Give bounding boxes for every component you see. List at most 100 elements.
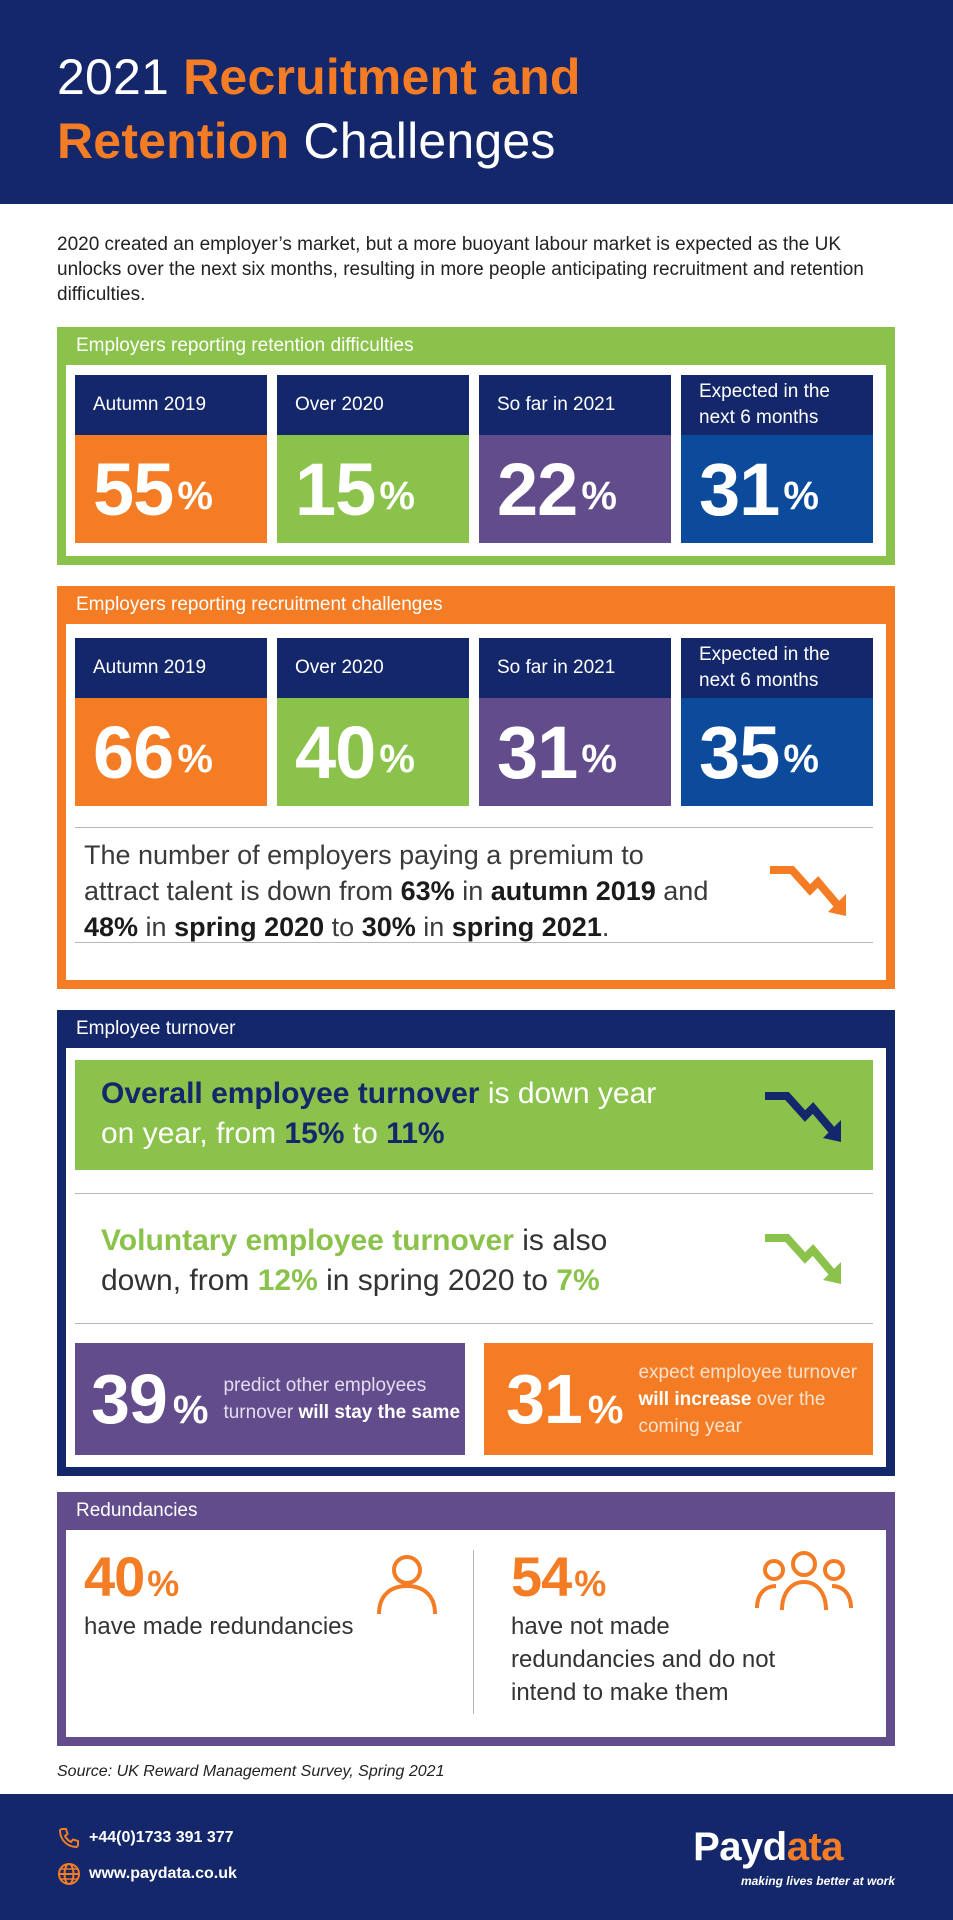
phone-contact[interactable]: +44(0)1733 391 377 — [57, 1826, 234, 1850]
premium-text: and — [655, 876, 709, 906]
value-unit: % — [147, 1563, 179, 1604]
stat-bold: will stay the same — [298, 1402, 461, 1423]
card-period: Over 2020 — [277, 375, 469, 435]
logo-tagline: making lives better at work — [740, 1874, 895, 1888]
retention-card-so-far-2021: So far in 2021 22% — [479, 375, 671, 543]
divider — [75, 942, 873, 943]
premium-bold: autumn 2019 — [490, 876, 656, 906]
voluntary-bold: 12% — [257, 1264, 318, 1297]
overall-bold: 11% — [386, 1117, 445, 1150]
card-period: So far in 2021 — [479, 638, 671, 698]
trend-down-icon — [770, 866, 846, 916]
value-unit: % — [172, 1388, 209, 1432]
recruitment-card-expected: Expected in the next 6 months 35% — [681, 638, 873, 806]
phone-number: +44(0)1733 391 377 — [89, 1829, 234, 1846]
card-period: Expected in the next 6 months — [681, 638, 873, 698]
overall-text: is down year on year, from — [101, 1077, 657, 1150]
voluntary-turnover-text: Voluntary employee turnover is also down… — [101, 1221, 661, 1301]
recruitment-section: Employers reporting recruitment challeng… — [57, 586, 895, 989]
value-unit: % — [783, 473, 819, 518]
overall-bold: Overall employee turnover — [101, 1077, 480, 1110]
voluntary-bold: Voluntary employee turnover — [101, 1224, 514, 1257]
group-icon — [755, 1551, 853, 1611]
trend-down-icon — [765, 1092, 841, 1142]
value-unit: % — [783, 736, 819, 781]
redundancies-section-label: Redundancies — [76, 1500, 198, 1521]
value-unit: % — [581, 473, 617, 518]
value-number: 54 — [511, 1545, 572, 1608]
recruitment-card-so-far-2021: So far in 2021 31% — [479, 638, 671, 806]
website-url: www.paydata.co.uk — [89, 1865, 237, 1882]
value-number: 35 — [699, 710, 780, 794]
card-period: Over 2020 — [277, 638, 469, 698]
intro-paragraph: 2020 created an employer’s market, but a… — [57, 234, 864, 305]
value-number: 15 — [295, 447, 376, 531]
card-period: Autumn 2019 — [75, 375, 267, 435]
divider — [75, 1193, 873, 1194]
card-value: 31% — [479, 698, 671, 806]
value-number: 66 — [93, 710, 174, 794]
stat-text: expect employee turnover — [638, 1361, 858, 1383]
recruitment-card-autumn-2019: Autumn 2019 66% — [75, 638, 267, 806]
redundancies-not-made-value: 54% — [511, 1544, 606, 1609]
overall-text: to — [344, 1117, 387, 1150]
turnover-panel: Overall employee turnover is down year o… — [66, 1048, 886, 1467]
premium-bold: 63% — [400, 876, 455, 906]
premium-bold: spring 2021 — [451, 912, 602, 942]
recruitment-section-label: Employers reporting recruitment challeng… — [76, 594, 443, 615]
redundancies-not-made-desc: have not made redundancies and do not in… — [511, 1613, 776, 1706]
card-value: 35% — [681, 698, 873, 806]
value-unit: % — [574, 1563, 606, 1604]
paydata-logo: Paydata — [693, 1825, 843, 1870]
recruitment-panel: Autumn 2019 66% Over 2020 40% So far in … — [66, 624, 886, 980]
globe-icon — [58, 1863, 80, 1885]
recruitment-card-over-2020: Over 2020 40% — [277, 638, 469, 806]
value-number: 31 — [699, 447, 780, 531]
phone-icon — [58, 1828, 79, 1849]
value-number: 31 — [497, 710, 578, 794]
card-period: Autumn 2019 — [75, 638, 267, 698]
value-unit: % — [379, 736, 415, 781]
value-number: 40 — [84, 1545, 145, 1608]
premium-bold: 30% — [361, 912, 416, 942]
website-link[interactable]: www.paydata.co.uk — [57, 1862, 237, 1886]
premium-text: in — [454, 876, 491, 906]
retention-card-autumn-2019: Autumn 2019 55% — [75, 375, 267, 543]
premium-text: The number of employers paying a premium… — [84, 840, 644, 906]
value-number: 22 — [497, 447, 578, 531]
premium-text: in — [415, 912, 452, 942]
stat-description: expect employee turnover will increase o… — [638, 1359, 873, 1440]
value-number: 39 — [91, 1360, 168, 1438]
divider — [75, 827, 873, 828]
value-unit: % — [587, 1388, 624, 1432]
card-value: 55% — [75, 435, 267, 543]
value-number: 31 — [506, 1360, 583, 1438]
title-accent-2: Retention — [57, 113, 290, 169]
premium-text: to — [324, 912, 362, 942]
premium-bold: spring 2020 — [174, 912, 325, 942]
source-note: Source: UK Reward Management Survey, Spr… — [57, 1763, 445, 1780]
retention-section: Employers reporting retention difficulti… — [57, 327, 895, 565]
turnover-section-label: Employee turnover — [76, 1018, 236, 1039]
turnover-increase-box: 31% expect employee turnover will increa… — [484, 1343, 873, 1455]
card-period: Expected in the next 6 months — [681, 375, 873, 435]
logo-main: Payd — [693, 1825, 787, 1869]
stat-text: over the coming year — [638, 1388, 826, 1437]
voluntary-text: in spring 2020 to — [317, 1264, 557, 1297]
retention-card-over-2020: Over 2020 15% — [277, 375, 469, 543]
stat-number: 31% — [506, 1359, 624, 1439]
card-value: 15% — [277, 435, 469, 543]
stat-text: predict other employees turnover — [223, 1375, 427, 1423]
value-unit: % — [581, 736, 617, 781]
retention-section-label: Employers reporting retention difficulti… — [76, 335, 414, 356]
overall-turnover-text: Overall employee turnover is down year o… — [101, 1074, 661, 1154]
vertical-divider — [473, 1550, 474, 1714]
value-unit: % — [177, 736, 213, 781]
stat-number: 39% — [91, 1359, 209, 1439]
overall-bold: 15% — [284, 1117, 345, 1150]
redundancies-made-value: 40% — [84, 1544, 179, 1609]
title-suffix: Challenges — [289, 113, 556, 169]
card-period: So far in 2021 — [479, 375, 671, 435]
header-banner: 2021 Recruitment and Retention Challenge… — [0, 0, 953, 204]
card-value: 40% — [277, 698, 469, 806]
